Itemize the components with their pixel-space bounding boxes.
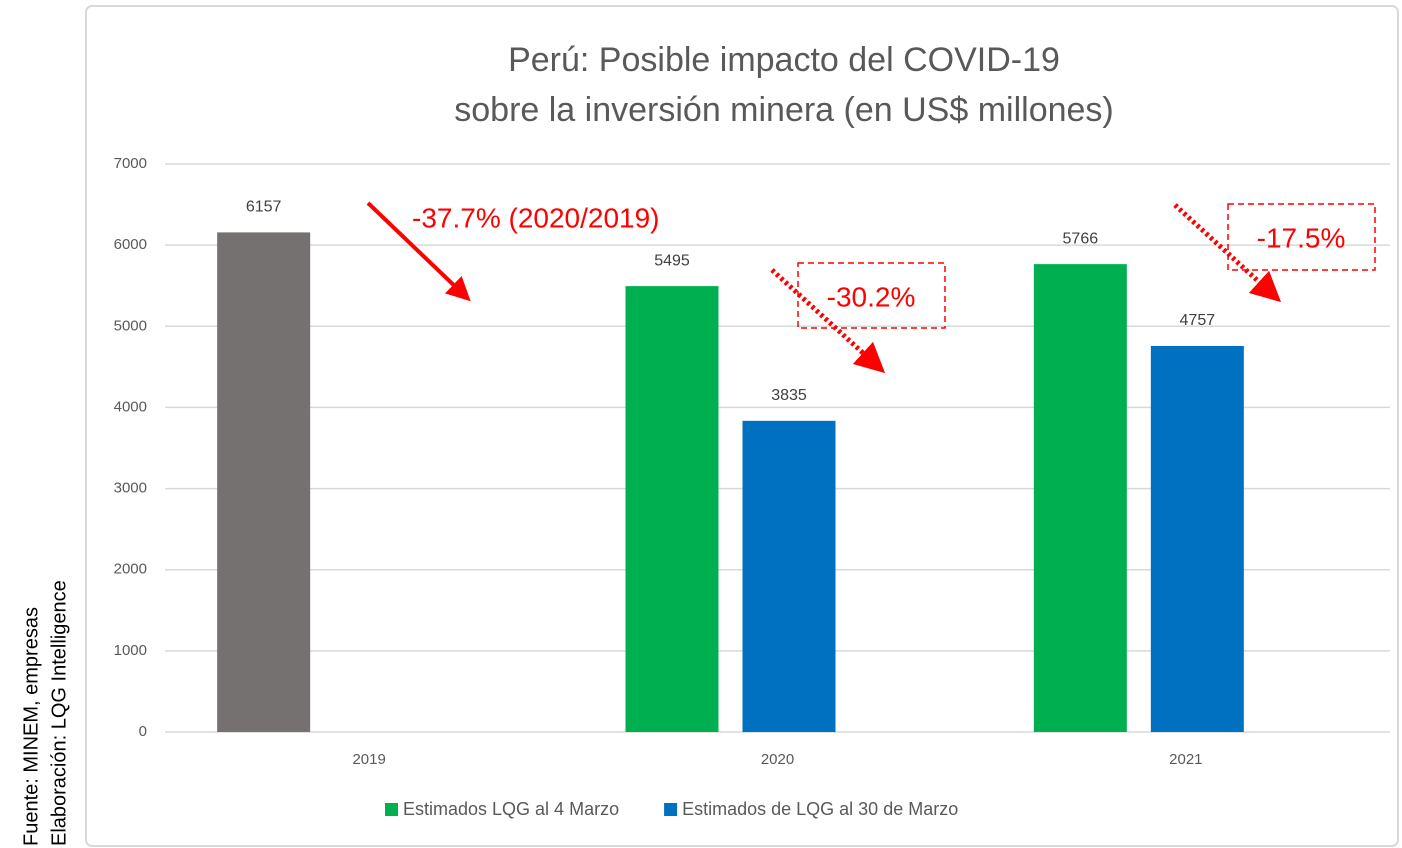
source-note: Fuente: MINEM, empresas — [20, 607, 42, 846]
arrow — [770, 268, 886, 374]
y-tick-label: 0 — [139, 723, 147, 740]
legend-label: Estimados de LQG al 30 de Marzo — [682, 799, 958, 819]
source-note: Elaboración: LQG Intelligence — [48, 580, 70, 846]
legend-swatch — [664, 803, 678, 816]
annotation: -17.5% — [1257, 222, 1346, 253]
y-tick-label: 4000 — [114, 398, 147, 415]
y-tick-label: 1000 — [114, 642, 147, 659]
bar — [742, 420, 836, 732]
data-label: 6157 — [246, 199, 282, 216]
legend-label: Estimados LQG al 4 Marzo — [403, 799, 619, 819]
annotation: -30.2% — [827, 281, 916, 312]
y-tick-label: 2000 — [114, 561, 147, 578]
annotation: -37.7% (2020/2019) — [412, 202, 660, 233]
annotation-box — [797, 262, 946, 329]
bar — [1150, 346, 1244, 732]
y-tick-label: 3000 — [114, 480, 147, 497]
data-label: 3835 — [771, 387, 807, 404]
data-label: 5495 — [654, 252, 690, 269]
annotation-box — [1227, 203, 1376, 271]
data-label: 4757 — [1180, 312, 1216, 329]
y-tick-label: 6000 — [114, 236, 147, 253]
x-tick-label: 2020 — [761, 751, 794, 768]
chart-title: Perú: Posible impacto del COVID-19 — [508, 41, 1060, 79]
y-tick-label: 5000 — [114, 317, 147, 334]
bar — [625, 286, 719, 732]
x-tick-label: 2021 — [1169, 751, 1202, 768]
arrow — [366, 201, 471, 302]
legend-swatch — [385, 803, 398, 816]
data-label: 5766 — [1063, 230, 1099, 247]
x-tick-label: 2019 — [352, 751, 385, 768]
chart-title: sobre la inversión minera (en US$ millon… — [454, 91, 1114, 129]
y-tick-label: 7000 — [114, 155, 147, 172]
bar — [1033, 264, 1127, 732]
bar — [217, 232, 311, 732]
